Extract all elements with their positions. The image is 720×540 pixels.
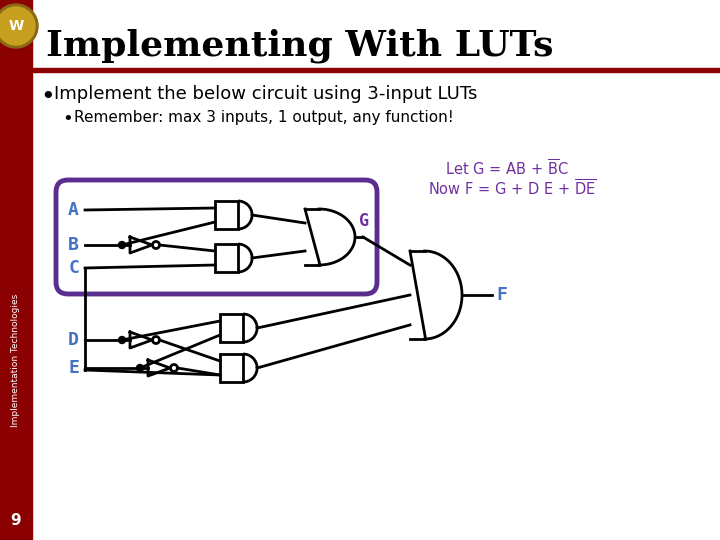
Text: Remember: max 3 inputs, 1 output, any function!: Remember: max 3 inputs, 1 output, any fu… [74, 110, 454, 125]
Bar [215, 244, 238, 272]
Text: Implementation Technologies: Implementation Technologies [12, 293, 20, 427]
Circle shape [0, 7, 35, 45]
Text: •: • [40, 85, 55, 109]
Text: 9: 9 [11, 513, 22, 528]
Bar [220, 314, 243, 342]
Text: Implementing With LUTs: Implementing With LUTs [46, 29, 554, 63]
Text: A: A [68, 201, 79, 219]
Text: Implement the below circuit using 3-input LUTs: Implement the below circuit using 3-inpu… [54, 85, 477, 103]
Bar [220, 354, 243, 382]
Text: F: F [496, 286, 507, 304]
Text: E: E [68, 359, 79, 377]
Text: Now F = G + D E + $\overline{\rm D}$$\overline{\rm E}$: Now F = G + D E + $\overline{\rm D}$$\ov… [428, 178, 597, 198]
Text: G: G [359, 212, 369, 230]
Circle shape [0, 4, 38, 48]
Text: •: • [62, 110, 73, 128]
Bar [215, 201, 238, 229]
Text: B: B [68, 236, 79, 254]
Circle shape [119, 336, 125, 343]
Text: C: C [68, 259, 79, 277]
Circle shape [137, 364, 143, 372]
Text: W: W [9, 19, 24, 33]
Circle shape [119, 241, 125, 248]
Bar [0, 0, 32, 540]
Text: Let G = AB + $\overline{\rm B}$C: Let G = AB + $\overline{\rm B}$C [445, 158, 569, 178]
Text: D: D [68, 331, 79, 349]
Bar [32, 68, 720, 71]
